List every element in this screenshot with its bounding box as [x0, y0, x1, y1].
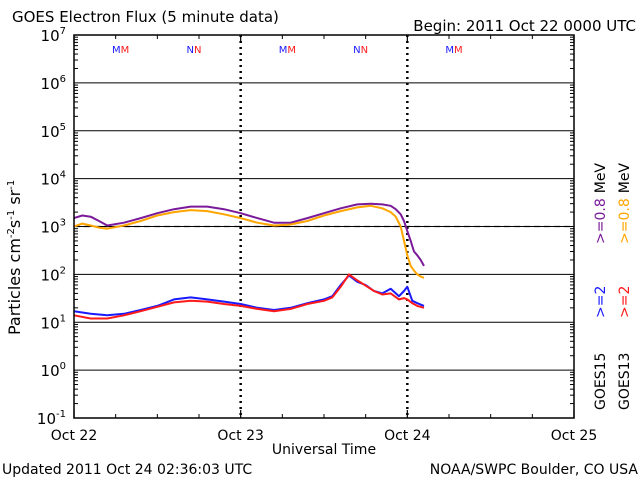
y-tick-label: 100 [41, 361, 66, 380]
legend: GOES15 GOES13 >=2 >=2 >=0.8MeV >=0.8MeV [593, 163, 633, 410]
x-tick-label: Oct 24 [384, 428, 431, 444]
x-tick-label: Oct 22 [51, 428, 97, 444]
y-axis-label: Particles cm-2s-1 sr-1 [5, 180, 24, 335]
series-line-0 [73, 202, 425, 267]
series-line-1 [73, 204, 425, 279]
magnetic-marker: NN [187, 45, 202, 56]
legend-goes15-08mev: >=0.8MeV [593, 163, 609, 244]
data-source: NOAA/SWPC Boulder, CO USA [430, 462, 639, 478]
y-tick-label: 107 [41, 26, 66, 45]
y-tick-label: 101 [41, 313, 66, 332]
updated-timestamp: Updated 2011 Oct 24 02:36:03 UTC [2, 462, 252, 478]
y-tick-label: 104 [41, 170, 66, 189]
data-series [73, 202, 425, 320]
magnetic-marker: NN [353, 45, 368, 56]
legend-goes13: GOES13 [617, 353, 633, 410]
day-divider-lines [239, 35, 409, 418]
legend-goes13-08mev: >=0.8MeV [617, 163, 633, 244]
magnetic-marker: MM [445, 45, 462, 56]
plot-area: MM NN MM NN MM [73, 34, 575, 419]
y-tick-label: 10-1 [37, 409, 66, 428]
y-axis-ticks: 10-1 100 101 102 103 104 105 106 107 [37, 26, 574, 428]
magnetic-marker: MM [279, 45, 296, 56]
x-tick-label: Oct 25 [551, 428, 597, 444]
legend-goes15-2mev: >=2 [593, 286, 609, 318]
y-tick-label: 105 [41, 122, 66, 141]
legend-goes13-2mev: >=2 [617, 286, 633, 318]
x-tick-label: Oct 23 [217, 428, 263, 444]
magnetic-marker: MM [112, 45, 129, 56]
y-tick-label: 106 [41, 74, 66, 93]
series-line-3 [73, 273, 425, 320]
begin-date: Begin: 2011 Oct 22 0000 UTC [413, 17, 636, 35]
series-line-2 [73, 274, 425, 317]
y-tick-label: 103 [41, 218, 66, 237]
legend-goes15: GOES15 [593, 353, 609, 410]
chart-title: GOES Electron Flux (5 minute data) [12, 8, 279, 26]
x-axis-ticks: Oct 22 Oct 23 Oct 24 Oct 25 [51, 35, 597, 444]
y-tick-label: 102 [41, 265, 66, 284]
x-axis-label: Universal Time [272, 442, 376, 458]
mm-nn-markers: MM NN MM NN MM [112, 45, 463, 56]
